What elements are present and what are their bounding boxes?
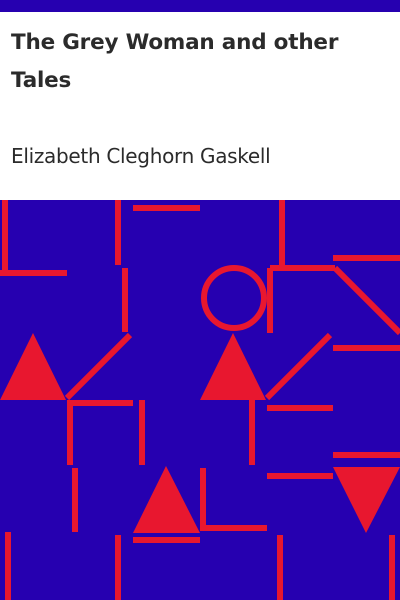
pattern-triangle-up-icon [0, 333, 66, 400]
book-author: Elizabeth Cleghorn Gaskell [11, 144, 271, 168]
pattern-line [264, 332, 333, 401]
pattern-line [64, 332, 133, 401]
book-title: The Grey Woman and other Tales [11, 30, 339, 93]
pattern-triangle-up-icon [133, 466, 200, 533]
pattern-line [332, 265, 400, 336]
cover-pattern [0, 200, 400, 600]
top-accent-bar [0, 0, 400, 12]
pattern-triangle-up-icon [200, 333, 266, 400]
pattern-triangle-down-icon [333, 467, 400, 533]
pattern-circle-icon [201, 265, 267, 331]
